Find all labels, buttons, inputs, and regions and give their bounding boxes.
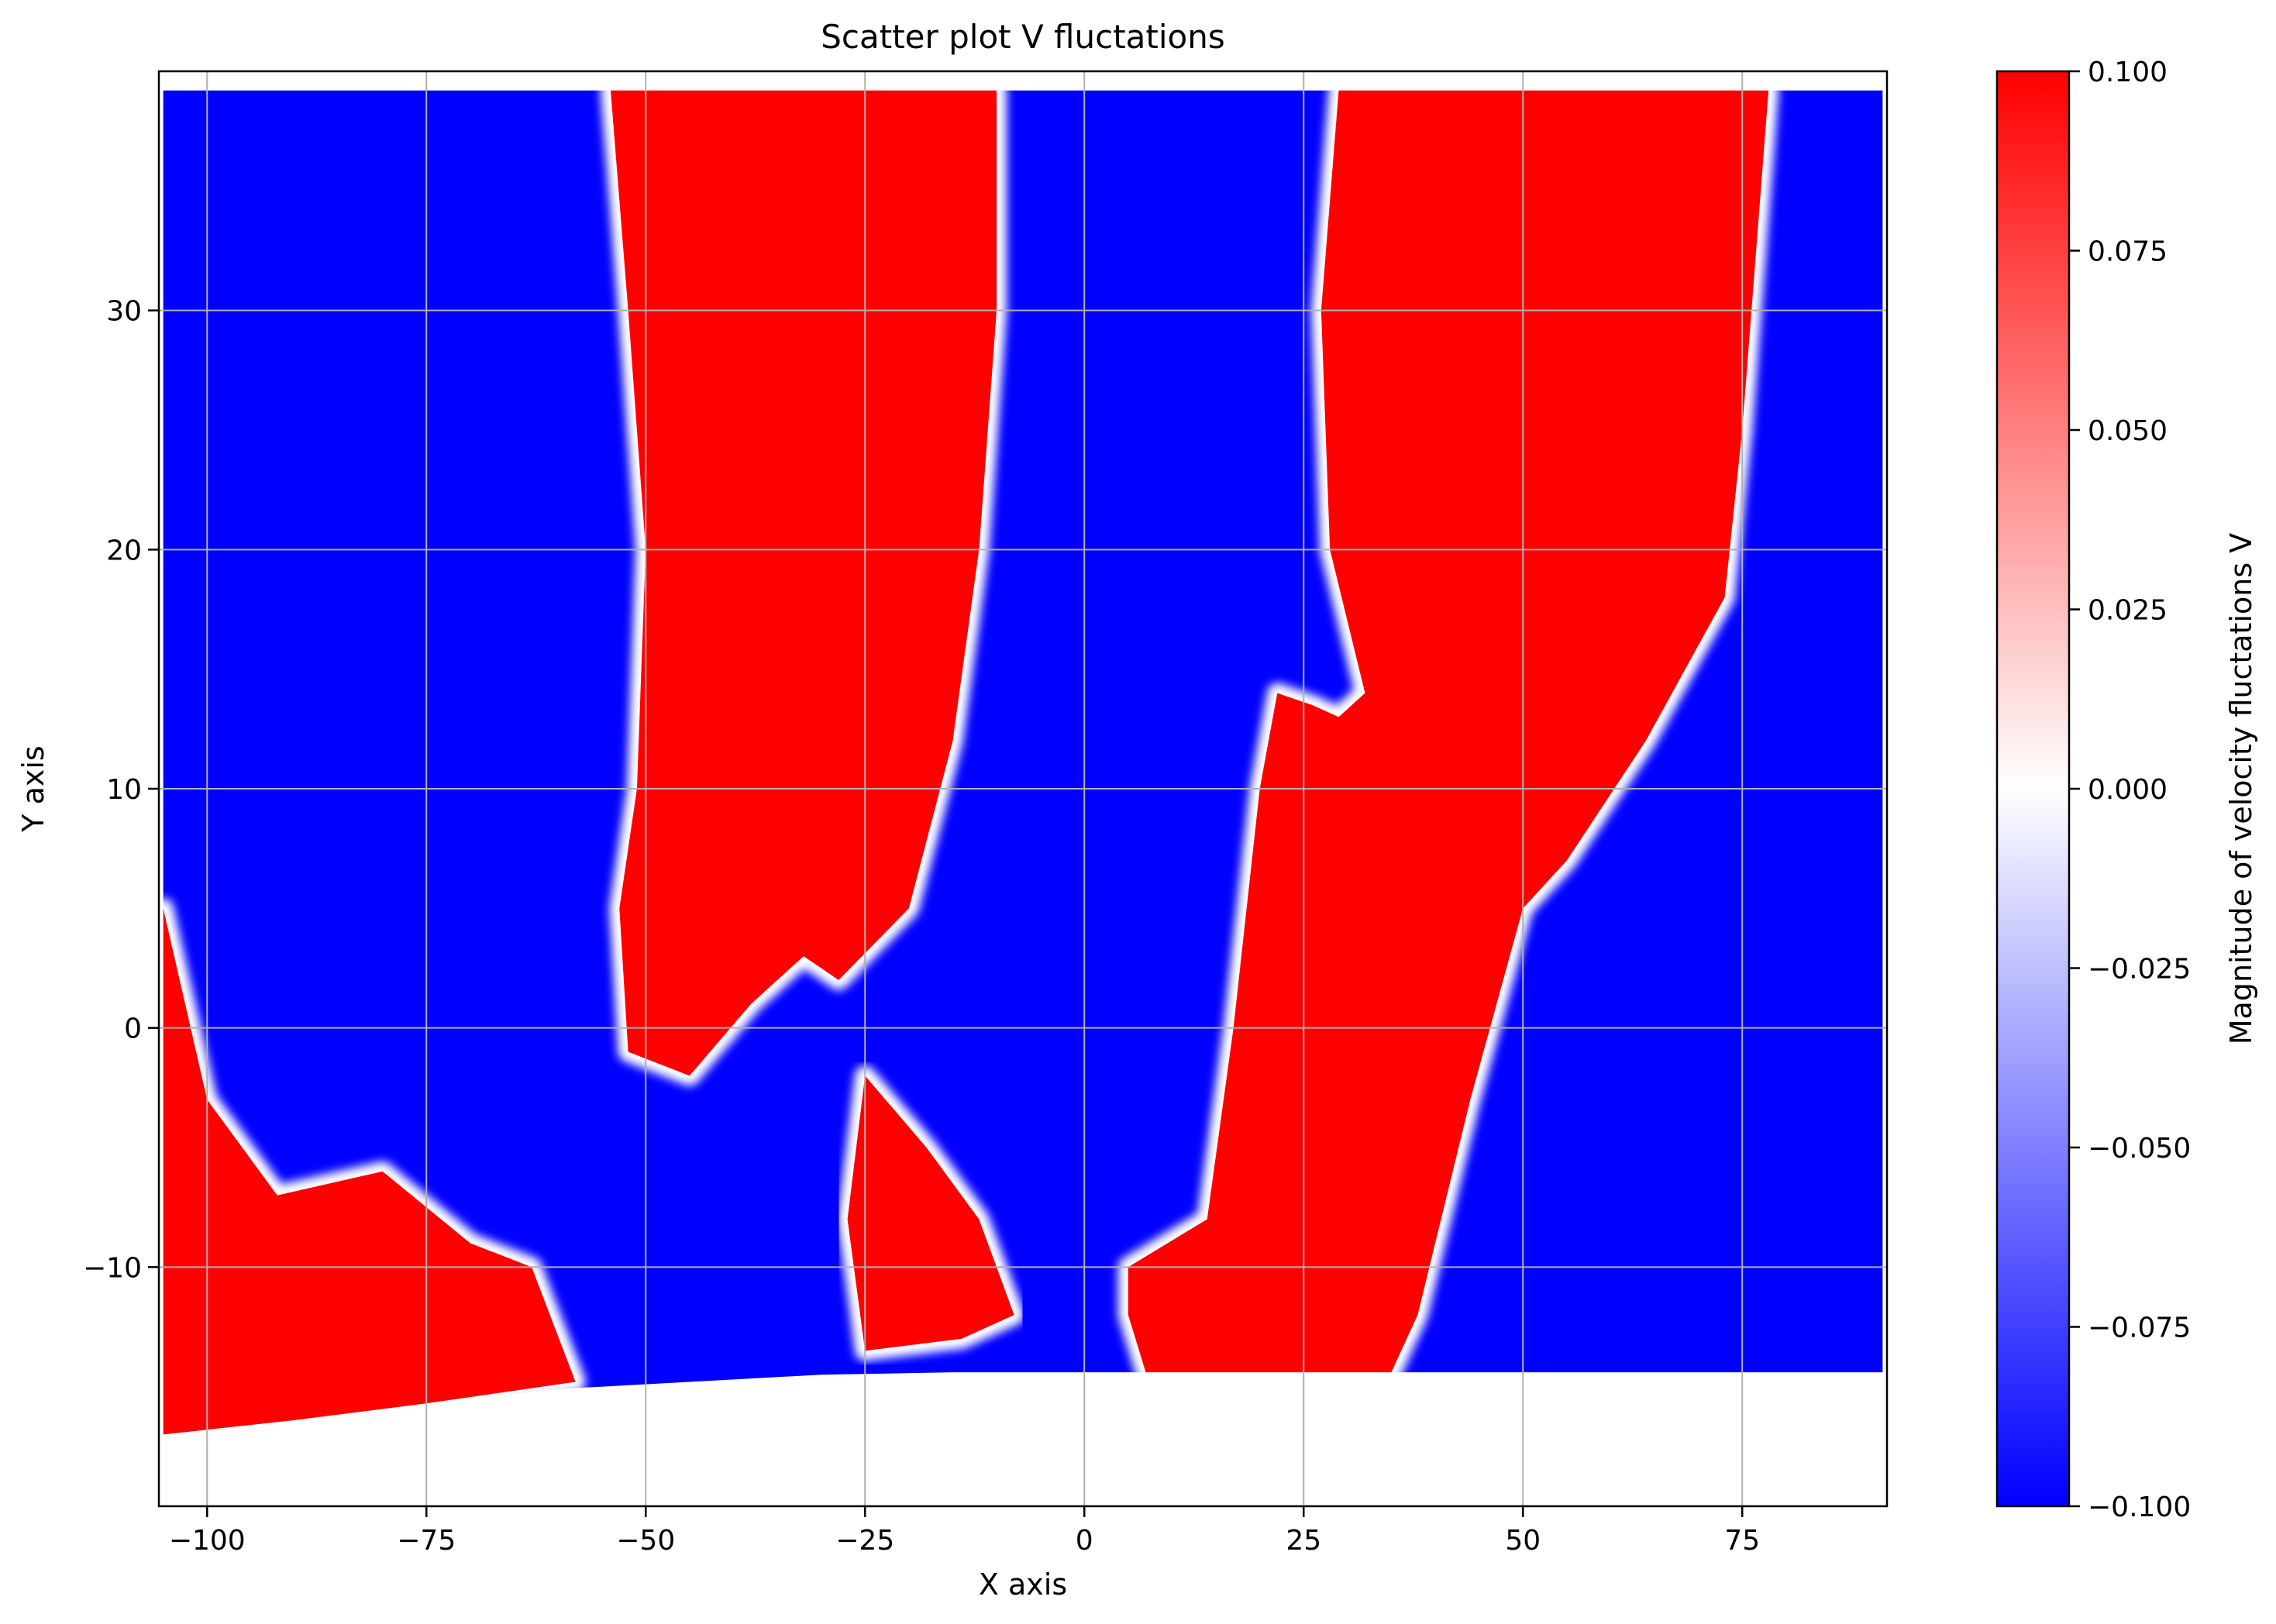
y-tick-label: 30 [106, 296, 142, 328]
colorbar-tick-label: −0.100 [2088, 1492, 2191, 1523]
x-axis-label: X axis [979, 1567, 1067, 1602]
x-tick-label: 0 [1076, 1525, 1093, 1557]
grid-lines [159, 71, 1887, 1506]
x-axis-ticks: −100 −75 −50 −25 0 25 50 75 [169, 1506, 1760, 1557]
colorbar-label: Magnitude of velocity fluctations V [2224, 533, 2258, 1044]
x-tick-label: −50 [616, 1525, 675, 1557]
red-band-right [1128, 90, 1769, 1373]
colorbar-tick-label: −0.025 [2088, 954, 2191, 986]
y-tick-label: 10 [106, 774, 142, 806]
y-axis-label: Y axis [16, 745, 50, 832]
colorbar-tick-label: −0.075 [2088, 1313, 2191, 1344]
red-patch-mid [847, 1075, 1014, 1351]
colorbar: 0.100 0.075 0.050 0.025 0.000 −0.025 −0.050 −0.… [1995, 57, 2258, 1523]
x-tick-label: 50 [1505, 1525, 1541, 1557]
y-tick-label: 20 [106, 535, 142, 566]
chart-title: Scatter plot V fluctations [821, 18, 1225, 56]
red-band-left [610, 90, 997, 1076]
plot-area [157, 70, 1889, 1508]
scatter-points [159, 80, 1883, 1445]
x-tick-label: −100 [169, 1525, 246, 1557]
red-patch-lower-left [163, 908, 576, 1435]
x-tick-label: −25 [835, 1525, 894, 1557]
colorbar-tick-label: 0.075 [2088, 236, 2168, 268]
y-tick-label: 0 [124, 1013, 142, 1045]
colorbar-tick-label: 0.025 [2088, 595, 2168, 627]
x-tick-label: 75 [1724, 1525, 1760, 1557]
y-axis-ticks: −10 0 10 20 30 [83, 296, 159, 1284]
colorbar-tick-label: −0.050 [2088, 1133, 2191, 1165]
colorbar-gradient [1995, 70, 2071, 1508]
colorbar-tick-label: 0.000 [2088, 774, 2168, 806]
x-tick-label: −75 [397, 1525, 456, 1557]
y-tick-label: −10 [83, 1252, 142, 1284]
colorbar-ticks: 0.100 0.075 0.050 0.025 0.000 −0.025 −0.050 −0.… [2069, 57, 2191, 1523]
colorbar-tick-label: 0.100 [2088, 57, 2168, 88]
colorbar-tick-label: 0.050 [2088, 415, 2168, 447]
x-tick-label: 25 [1286, 1525, 1321, 1557]
